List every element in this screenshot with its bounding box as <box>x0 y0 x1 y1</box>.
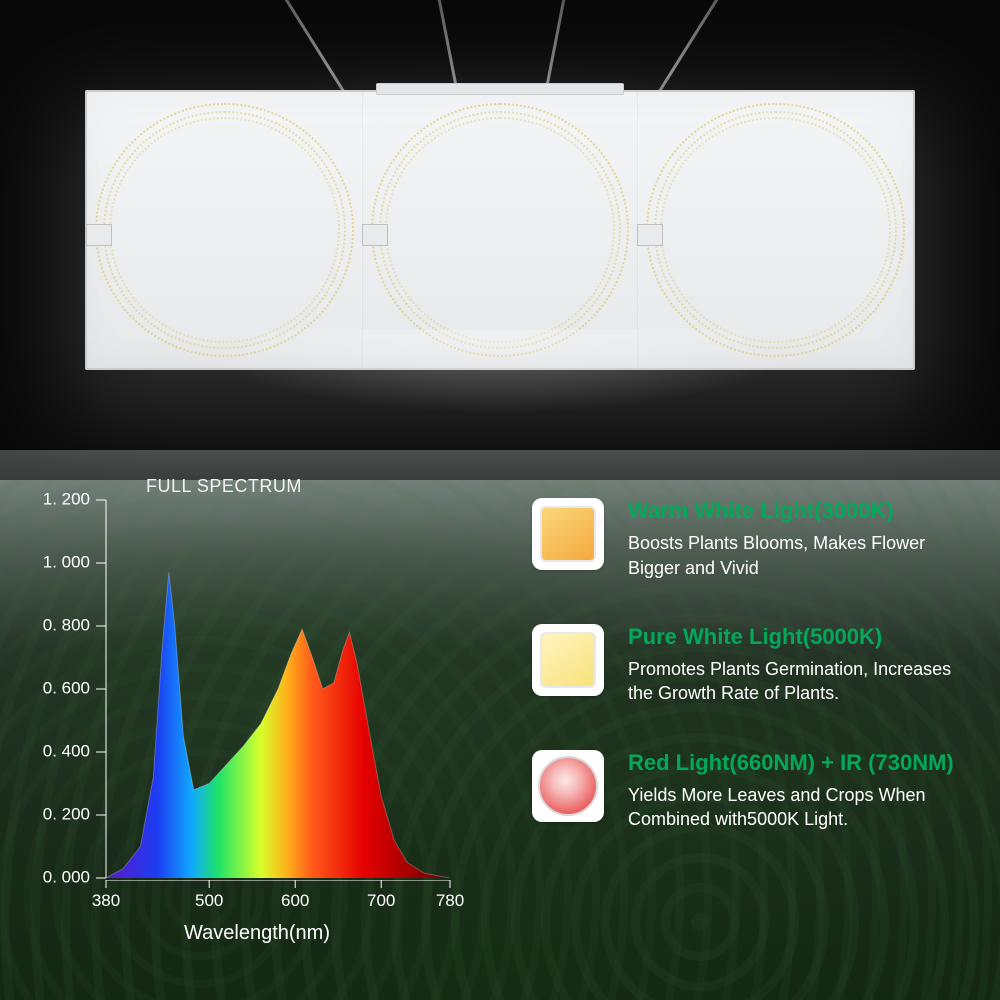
panel-module <box>363 92 639 368</box>
top-background <box>0 0 1000 480</box>
legend-title: Pure White Light(5000K) <box>628 624 972 649</box>
panel-module <box>87 92 363 368</box>
y-axis: 0. 000 0. 200 0. 400 0. 600 0. 800 1. 000 1. 2… <box>28 490 108 910</box>
legend-item-warm-white: Warm White Light(3000K) Boosts Plants Bl… <box>532 498 972 580</box>
legend-item-red-ir: Red Light(660NM) + IR (730NM) Yields Mor… <box>532 750 972 832</box>
spectrum-chart: FULL SPECTRUM 0. 0000. 2000. 4000. 6000.… <box>28 476 478 954</box>
infographic-root: FULL SPECTRUM 0. 0000. 2000. 4000. 6000.… <box>0 0 1000 1000</box>
spectrum-svg <box>106 500 450 878</box>
chip-icon-pure <box>532 624 604 696</box>
legend-desc: Boosts Plants Blooms, Makes Flower Bigge… <box>628 531 972 580</box>
svg-text:0. 400: 0. 400 <box>43 741 90 760</box>
legend-item-pure-white: Pure White Light(5000K) Promotes Plants … <box>532 624 972 706</box>
svg-text:0. 800: 0. 800 <box>43 615 90 634</box>
legend-desc: Yields More Leaves and Crops When Combin… <box>628 783 972 832</box>
chip-icon-warm <box>532 498 604 570</box>
svg-text:1. 000: 1. 000 <box>43 552 90 571</box>
svg-text:0. 200: 0. 200 <box>43 804 90 823</box>
chip-icon-red <box>532 750 604 822</box>
svg-text:380: 380 <box>92 891 120 910</box>
x-axis-label: Wavelength(nm) <box>184 922 330 945</box>
panel-module <box>638 92 913 368</box>
svg-text:700: 700 <box>367 891 395 910</box>
svg-text:0. 600: 0. 600 <box>43 678 90 697</box>
legend-title: Red Light(660NM) + IR (730NM) <box>628 750 972 775</box>
svg-text:1. 200: 1. 200 <box>43 490 90 508</box>
legend-desc: Promotes Plants Germination, Increases t… <box>628 657 972 706</box>
chart-title: FULL SPECTRUM <box>146 476 302 497</box>
svg-text:500: 500 <box>195 891 223 910</box>
x-axis: 380 500 600 700 780 <box>88 880 468 920</box>
led-panel <box>85 90 915 370</box>
legend-title: Warm White Light(3000K) <box>628 498 972 523</box>
svg-text:600: 600 <box>281 891 309 910</box>
svg-text:0. 000: 0. 000 <box>43 867 90 886</box>
legend-column: Warm White Light(3000K) Boosts Plants Bl… <box>532 498 972 876</box>
svg-text:780: 780 <box>436 891 464 910</box>
